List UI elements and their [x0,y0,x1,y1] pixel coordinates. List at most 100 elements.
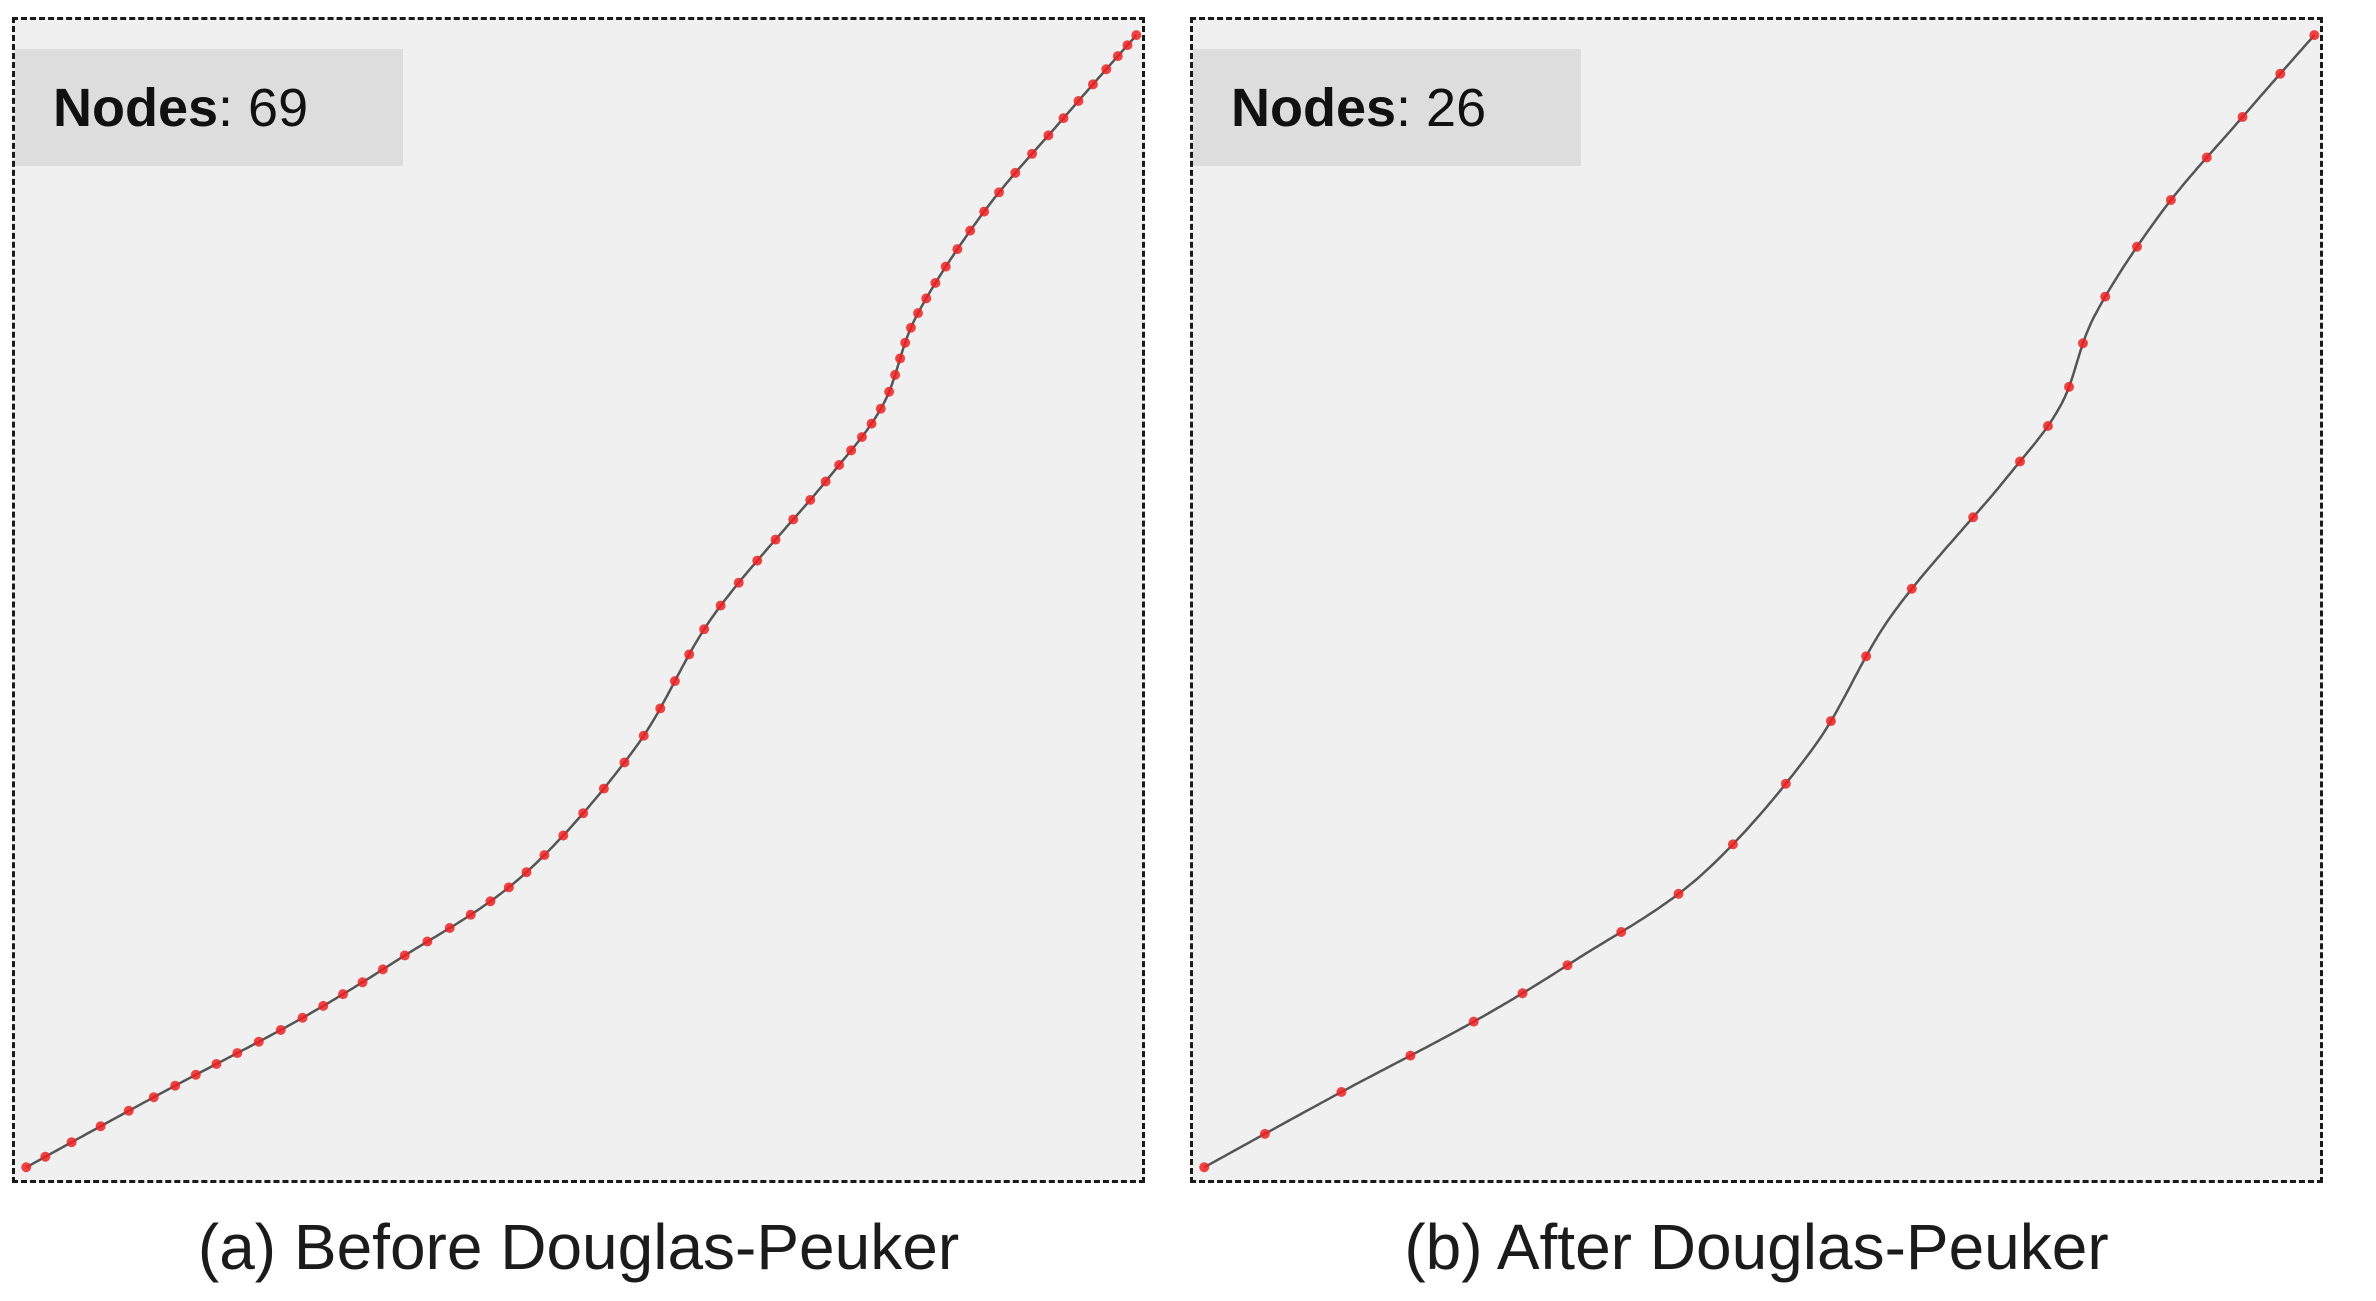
after-node [1199,1162,1210,1173]
after-node [1825,716,1836,727]
before-node [1112,51,1123,62]
after-node [2275,68,2286,79]
before-node [318,1000,329,1011]
after-node [1780,778,1791,789]
before-node [965,225,976,236]
before-node [1027,148,1038,159]
before-node [952,244,963,255]
nodes-label-after: Nodes [1231,77,1397,138]
panel-after: Nodes: 26 [1190,17,2323,1183]
before-node [1058,113,1069,124]
after-node [2132,241,2142,252]
before-node [377,964,388,975]
after-node [1405,1050,1416,1061]
before-node [465,909,476,920]
nodes-value-before: : 69 [218,77,309,138]
before-node [357,977,368,988]
before-node [297,1012,308,1023]
before-node [578,808,589,819]
after-node [1906,583,1917,594]
before-node [733,577,744,588]
before-node [253,1036,264,1047]
before-node [846,445,857,456]
after-node [2165,194,2176,205]
before-node [856,432,867,443]
before-node [905,322,916,333]
before-node [770,534,781,545]
before-node [539,850,550,861]
before-node [684,649,695,660]
before-node [979,206,990,217]
node-count-badge-after: Nodes: 26 [1193,49,1581,166]
nodes-label-before: Nodes [53,77,219,138]
after-node [1336,1086,1347,1097]
before-node [598,783,609,794]
before-node [1087,79,1098,90]
before-node [338,989,349,1000]
before-node [1010,167,1021,178]
before-node [1122,40,1133,51]
before-node [148,1092,159,1103]
before-node [232,1048,243,1059]
before-node [399,950,410,961]
before-node [444,923,455,933]
before-node [788,514,799,525]
before-node [834,460,845,470]
caption-after: (b) After Douglas-Peuker [1404,1211,2109,1283]
before-node [699,624,710,635]
before-node [40,1151,51,1162]
before-node [921,293,932,304]
after-node [1468,1016,1479,1027]
before-node [875,403,886,414]
after-node [2201,152,2212,163]
after-node [2237,112,2248,122]
node-count-badge-before: Nodes: 69 [15,49,403,166]
before-node [21,1162,32,1173]
before-node [170,1080,181,1091]
before-node [890,369,901,380]
before-node [655,703,666,714]
before-node [1043,130,1054,141]
after-node [1968,512,1979,523]
after-node [1562,960,1573,971]
after-node [1727,839,1738,850]
before-node [66,1137,77,1148]
panel-before: Nodes: 69 [12,17,1145,1183]
before-node [275,1025,286,1035]
before-node [123,1105,134,1116]
after-node [1517,988,1528,999]
before-node [211,1059,222,1069]
after-node [1861,651,1872,662]
before-node [422,936,433,947]
before-node [940,261,951,272]
after-node [2042,421,2053,431]
nodes-value-after: : 26 [1396,77,1487,138]
before-node [521,867,532,878]
after-node [2309,30,2320,41]
after-polyline [1203,34,2316,1169]
before-node [190,1069,201,1080]
before-node [884,386,895,397]
after-node [2100,291,2111,302]
before-node [1073,96,1084,106]
before-node [503,882,514,893]
before-node [1131,30,1142,41]
before-node [913,308,923,319]
before-node [1101,64,1112,75]
before-node [715,600,726,611]
before-node [558,830,569,841]
polyline-plot-before [21,30,1142,1173]
before-node [866,418,877,429]
before-node [95,1121,106,1132]
before-node [669,676,680,687]
before-node [900,337,911,348]
before-node [805,494,816,505]
caption-before: (a) Before Douglas-Peuker [197,1211,960,1283]
after-node [2077,338,2088,349]
after-node [1616,927,1627,937]
before-node [930,277,941,288]
before-node [752,555,763,566]
after-node [2064,381,2075,392]
before-node [820,476,831,487]
before-node [638,730,649,741]
